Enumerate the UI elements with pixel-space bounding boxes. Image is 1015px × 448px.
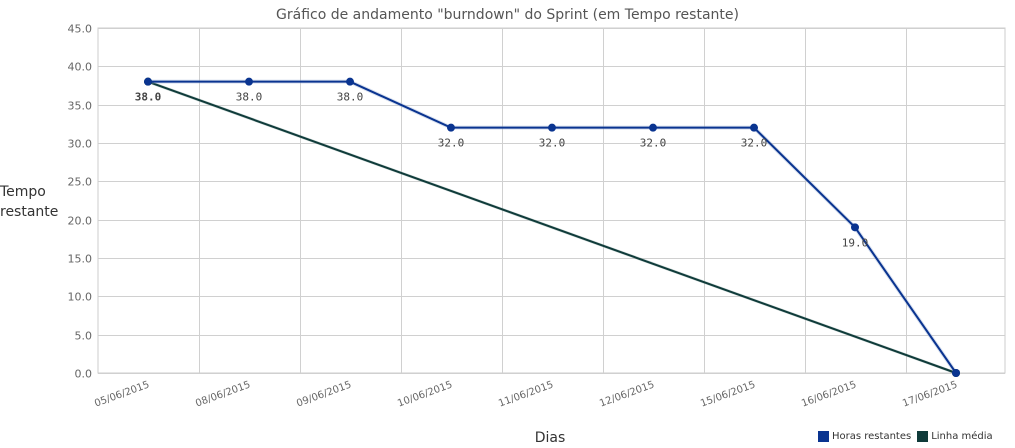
remaining-point — [447, 123, 455, 132]
y-axis-label: Tempo restante — [0, 182, 62, 222]
x-tick-label: 10/06/2015 — [396, 379, 454, 409]
y-axis-label-line-1: Tempo — [0, 184, 46, 200]
legend-item-horas-restantes[interactable]: Horas restantes — [818, 431, 911, 442]
legend-label-linha-media: Linha média — [931, 431, 993, 442]
x-tick-label: 16/06/2015 — [800, 379, 858, 409]
remaining-point — [144, 77, 152, 86]
data-label: 38.0 — [236, 91, 263, 104]
y-tick-label: 15.0 — [68, 253, 93, 266]
x-tick-label: 09/06/2015 — [295, 379, 353, 409]
remaining-point — [245, 77, 253, 86]
y-axis-label-line-2: restante — [0, 204, 59, 220]
y-tick-label: 25.0 — [68, 176, 93, 189]
data-label: 38.0 — [135, 91, 162, 104]
average-line — [147, 80, 957, 374]
x-tick-label: 12/06/2015 — [598, 379, 656, 409]
x-tick-label: 11/06/2015 — [497, 379, 555, 409]
y-tick-label: 30.0 — [68, 138, 93, 151]
y-tick-label: 5.0 — [75, 330, 93, 343]
x-tick-label: 05/06/2015 — [93, 379, 151, 409]
remaining-point — [346, 77, 354, 86]
data-label: 38.0 — [337, 91, 364, 104]
x-tick-label: 17/06/2015 — [901, 379, 959, 409]
chart-title: Gráfico de andamento "burndown" do Sprin… — [276, 7, 739, 23]
y-tick-label: 10.0 — [68, 291, 93, 304]
legend-label-horas-restantes: Horas restantes — [832, 431, 912, 442]
remaining-point — [649, 123, 657, 132]
remaining-point — [548, 123, 556, 132]
legend-item-linha-media[interactable]: Linha média — [917, 431, 993, 442]
remaining-point — [750, 123, 758, 132]
legend-swatch-linha-media — [917, 431, 929, 442]
data-label: 32.0 — [640, 137, 667, 150]
data-label: 32.0 — [539, 137, 566, 150]
y-tick-label: 35.0 — [68, 100, 93, 113]
x-tick-label: 08/06/2015 — [194, 379, 252, 409]
remaining-point — [851, 223, 859, 232]
data-label: 32.0 — [741, 137, 768, 150]
x-tick-label: 15/06/2015 — [699, 379, 757, 409]
y-tick-label: 40.0 — [68, 61, 93, 74]
y-tick-label: 20.0 — [68, 215, 93, 228]
y-tick-label: 45.0 — [68, 23, 93, 36]
remaining-point — [952, 369, 960, 377]
data-label: 19.0 — [842, 236, 869, 249]
y-tick-label: 0.0 — [75, 368, 93, 381]
data-label: 32.0 — [438, 137, 465, 150]
legend: Horas restantes Linha média — [818, 431, 993, 442]
x-axis-label: Dias — [534, 430, 566, 446]
legend-swatch-horas-restantes — [818, 431, 829, 442]
